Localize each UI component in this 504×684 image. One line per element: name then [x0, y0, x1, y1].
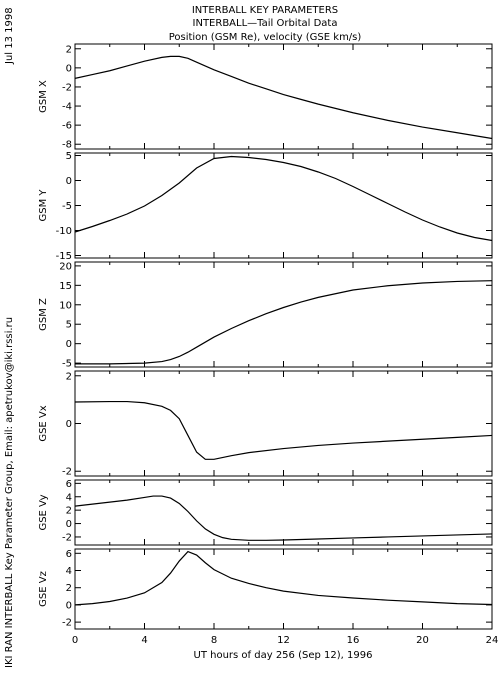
- y-tick-label: -5: [62, 201, 72, 212]
- y-axis-label: GSM Y: [38, 189, 49, 222]
- y-axis-label: GSE Vz: [38, 571, 49, 607]
- x-tick-label: 16: [347, 635, 360, 646]
- series-line: [74, 495, 493, 541]
- y-tick-label: -5: [62, 359, 72, 370]
- y-tick-label: 2: [66, 371, 72, 382]
- series-line: [74, 55, 493, 140]
- x-tick-label: 24: [486, 635, 499, 646]
- y-tick-label: -10: [56, 226, 72, 237]
- figure-title-line-1: INTERBALL KEY PARAMETERS: [192, 5, 338, 16]
- panel-frame: [74, 152, 493, 259]
- series-line: [74, 550, 493, 606]
- y-tick-label: 2: [66, 44, 72, 55]
- y-tick-label: 2: [66, 506, 72, 517]
- series-line: [74, 400, 493, 460]
- y-tick-label: 0: [66, 176, 72, 187]
- y-tick-label: 0: [66, 63, 72, 74]
- x-tick-label: 8: [211, 635, 217, 646]
- x-axis-label: UT hours of day 256 (Sep 12), 1996: [194, 650, 373, 661]
- y-axis-label: GSM X: [38, 80, 49, 113]
- y-tick-label: 6: [66, 479, 72, 490]
- y-tick-label: -4: [62, 102, 72, 113]
- y-tick-label: 0: [66, 600, 72, 611]
- x-tick-label: 4: [141, 635, 147, 646]
- y-axis-label: GSE Vy: [38, 494, 49, 530]
- y-tick-label: 0: [66, 519, 72, 530]
- y-tick-label: 10: [59, 300, 72, 311]
- y-tick-label: 6: [66, 549, 72, 560]
- y-tick-label: 4: [66, 566, 72, 577]
- x-tick-label: 20: [416, 635, 429, 646]
- y-tick-label: -6: [62, 121, 72, 132]
- y-tick-label: 0: [66, 419, 72, 430]
- y-tick-label: -2: [62, 618, 72, 629]
- y-axis-label: GSM Z: [38, 298, 49, 331]
- y-tick-label: 0: [66, 339, 72, 350]
- y-tick-label: -15: [56, 251, 72, 262]
- y-tick-label: -2: [62, 82, 72, 93]
- y-tick-label: -2: [62, 532, 72, 543]
- x-tick-label: 12: [277, 635, 290, 646]
- panel-frame: [74, 370, 493, 477]
- panel-frame: [74, 261, 493, 368]
- y-axis-label: GSE Vx: [38, 405, 49, 441]
- y-tick-label: 20: [59, 261, 72, 272]
- y-tick-label: 15: [59, 281, 72, 292]
- y-tick-label: -2: [62, 467, 72, 478]
- series-line: [75, 280, 493, 365]
- x-tick-label: 0: [72, 635, 78, 646]
- panel-frame: [74, 548, 493, 630]
- credit-label: IKI RAN INTERBALL Key Parameter Group, E…: [4, 317, 15, 668]
- y-tick-label: 4: [66, 492, 72, 503]
- y-tick-label: 2: [66, 583, 72, 594]
- panel-frame: [74, 43, 493, 150]
- figure-title-line-3: Position (GSM Re), velocity (GSE km/s): [169, 32, 362, 43]
- y-tick-label: 5: [66, 151, 72, 162]
- print-date-label: Jul 13 1998: [4, 7, 15, 65]
- series-line: [74, 155, 493, 242]
- figure-title-line-2: INTERBALL—Tail Orbital Data: [193, 18, 338, 29]
- y-tick-label: 5: [66, 320, 72, 331]
- y-tick-label: -8: [62, 140, 72, 151]
